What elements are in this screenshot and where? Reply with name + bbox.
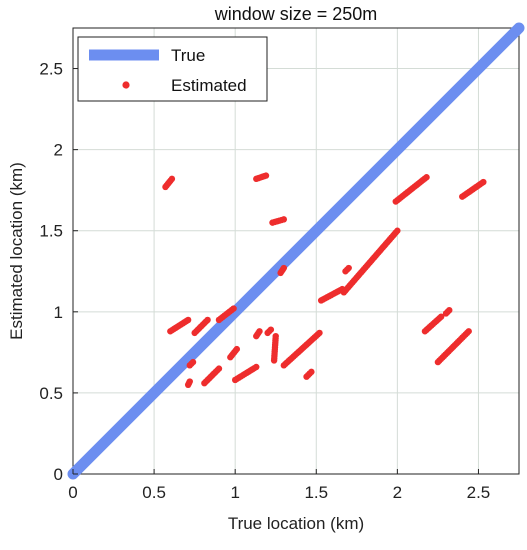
plot-frame xyxy=(72,27,520,475)
y-tick-label: 0.5 xyxy=(39,384,63,403)
estimated-point xyxy=(215,365,223,372)
estimated-point xyxy=(465,328,472,335)
legend-estimated-swatch xyxy=(122,81,130,89)
estimated-point xyxy=(233,345,241,353)
tick-layer: 0 0.5 1 1.5 2 2.5 0 0.5 1 1.5 2 2.5 xyxy=(39,60,490,502)
x-tick-label: 0.5 xyxy=(142,483,166,502)
estimated-point xyxy=(189,358,197,366)
estimated-point xyxy=(345,264,352,272)
legend-true-label: True xyxy=(171,46,205,65)
y-tick-label: 2.5 xyxy=(39,60,63,79)
estimated-point xyxy=(394,227,401,234)
estimated-point xyxy=(184,316,192,324)
estimated-point xyxy=(168,175,176,183)
estimated-point xyxy=(256,328,263,335)
x-tick-label: 1 xyxy=(230,483,239,502)
estimated-point xyxy=(446,306,453,314)
estimated-point xyxy=(262,172,270,179)
x-tick-label: 0 xyxy=(68,483,77,502)
data-layer xyxy=(67,22,525,480)
estimated-point xyxy=(316,329,323,337)
y-tick-label: 0 xyxy=(54,465,63,484)
estimated-point xyxy=(480,178,487,186)
y-axis-title: Estimated location (km) xyxy=(7,162,26,340)
x-tick-label: 1.5 xyxy=(304,483,328,502)
estimated-point xyxy=(186,378,193,385)
x-axis-title: True location (km) xyxy=(228,514,364,533)
y-tick-label: 2 xyxy=(54,141,63,160)
estimated-point xyxy=(230,305,237,312)
estimated-point xyxy=(204,316,211,324)
true-line xyxy=(67,22,525,480)
y-tick-label: 1.5 xyxy=(39,222,63,241)
legend-estimated-label: Estimated xyxy=(171,76,247,95)
y-tick-label: 1 xyxy=(54,303,63,322)
legend-box xyxy=(77,36,268,102)
estimated-point xyxy=(437,313,445,320)
estimated-point xyxy=(280,216,288,223)
x-tick-label: 2 xyxy=(393,483,402,502)
estimated-point xyxy=(423,174,430,181)
chart-title: window size = 250m xyxy=(214,4,378,24)
x-tick-label: 2.5 xyxy=(467,483,491,502)
estimated-point xyxy=(253,363,260,371)
estimated-point xyxy=(308,368,315,376)
estimated-point xyxy=(267,326,275,333)
legend: True Estimated xyxy=(77,36,268,102)
estimated-point xyxy=(280,264,288,272)
estimated-point xyxy=(272,332,279,340)
